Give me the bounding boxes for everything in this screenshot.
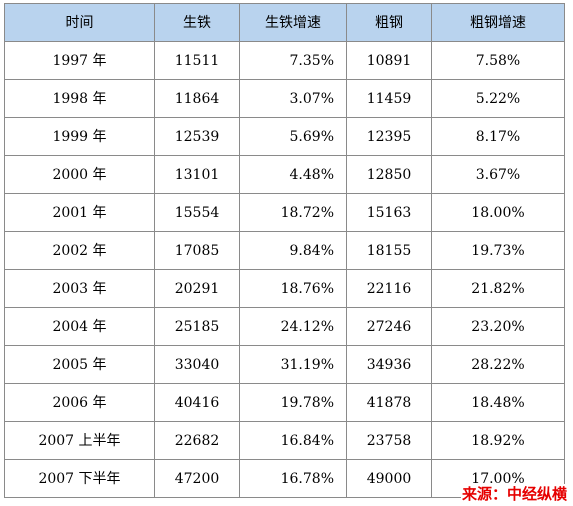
cell-iron-growth: 3.07% <box>239 79 347 118</box>
table-row: 2007 下半年 47200 16.78% 49000 17.00% <box>4 459 565 498</box>
cell-iron: 11864 <box>154 79 240 118</box>
cell-iron: 11511 <box>154 41 240 80</box>
table-row: 2000 年 13101 4.48% 12850 3.67% <box>4 155 565 194</box>
cell-iron-growth: 31.19% <box>239 345 347 384</box>
table-row: 2006 年 40416 19.78% 41878 18.48% <box>4 383 565 422</box>
cell-iron-growth: 4.48% <box>239 155 347 194</box>
table-header-row: 时间 生铁 生铁增速 粗钢 粗钢增速 <box>4 3 565 42</box>
cell-iron: 20291 <box>154 269 240 308</box>
table-row: 2007 上半年 22682 16.84% 23758 18.92% <box>4 421 565 460</box>
header-steel: 粗钢 <box>346 3 432 42</box>
header-iron-growth: 生铁增速 <box>239 3 347 42</box>
cell-time: 2005 年 <box>4 345 155 384</box>
cell-time: 2001 年 <box>4 193 155 232</box>
cell-iron: 12539 <box>154 117 240 156</box>
cell-steel-growth: 7.58% <box>431 41 565 80</box>
cell-steel-growth: 18.00% <box>431 193 565 232</box>
cell-iron-growth: 16.84% <box>239 421 347 460</box>
table-body: 1997 年 11511 7.35% 10891 7.58% 1998 年 11864 3.0… <box>4 41 565 498</box>
source-note: 来源：中经纵横 <box>460 484 568 504</box>
cell-steel-growth: 28.22% <box>431 345 565 384</box>
cell-time: 2000 年 <box>4 155 155 194</box>
cell-steel-growth: 23.20% <box>431 307 565 346</box>
cell-time: 2006 年 <box>4 383 155 422</box>
cell-iron: 40416 <box>154 383 240 422</box>
cell-steel: 27246 <box>346 307 432 346</box>
cell-iron-growth: 24.12% <box>239 307 347 346</box>
table-row: 1997 年 11511 7.35% 10891 7.58% <box>4 41 565 80</box>
cell-steel-growth: 18.92% <box>431 421 565 460</box>
cell-steel: 23758 <box>346 421 432 460</box>
cell-steel-growth: 18.48% <box>431 383 565 422</box>
cell-iron: 22682 <box>154 421 240 460</box>
cell-iron: 47200 <box>154 459 240 498</box>
table-row: 2005 年 33040 31.19% 34936 28.22% <box>4 345 565 384</box>
table-row: 1999 年 12539 5.69% 12395 8.17% <box>4 117 565 156</box>
cell-steel: 22116 <box>346 269 432 308</box>
cell-steel-growth: 5.22% <box>431 79 565 118</box>
cell-steel: 11459 <box>346 79 432 118</box>
cell-time: 1999 年 <box>4 117 155 156</box>
header-steel-growth: 粗钢增速 <box>431 3 565 42</box>
cell-steel-growth: 8.17% <box>431 117 565 156</box>
cell-steel: 12850 <box>346 155 432 194</box>
cell-iron-growth: 5.69% <box>239 117 347 156</box>
cell-time: 1998 年 <box>4 79 155 118</box>
cell-iron: 33040 <box>154 345 240 384</box>
cell-time: 2003 年 <box>4 269 155 308</box>
cell-steel-growth: 21.82% <box>431 269 565 308</box>
cell-iron: 25185 <box>154 307 240 346</box>
table-row: 2001 年 15554 18.72% 15163 18.00% <box>4 193 565 232</box>
cell-iron-growth: 16.78% <box>239 459 347 498</box>
cell-iron: 17085 <box>154 231 240 270</box>
header-time: 时间 <box>4 3 155 42</box>
cell-steel-growth: 19.73% <box>431 231 565 270</box>
header-iron: 生铁 <box>154 3 240 42</box>
cell-steel: 10891 <box>346 41 432 80</box>
cell-steel: 15163 <box>346 193 432 232</box>
cell-time: 1997 年 <box>4 41 155 80</box>
table-row: 1998 年 11864 3.07% 11459 5.22% <box>4 79 565 118</box>
cell-iron-growth: 9.84% <box>239 231 347 270</box>
cell-time: 2007 上半年 <box>4 421 155 460</box>
table-row: 2003 年 20291 18.76% 22116 21.82% <box>4 269 565 308</box>
cell-steel: 18155 <box>346 231 432 270</box>
cell-iron: 15554 <box>154 193 240 232</box>
cell-steel: 34936 <box>346 345 432 384</box>
table-row: 2002 年 17085 9.84% 18155 19.73% <box>4 231 565 270</box>
cell-time: 2002 年 <box>4 231 155 270</box>
cell-time: 2004 年 <box>4 307 155 346</box>
cell-iron-growth: 19.78% <box>239 383 347 422</box>
cell-iron-growth: 7.35% <box>239 41 347 80</box>
cell-steel: 49000 <box>346 459 432 498</box>
cell-iron-growth: 18.76% <box>239 269 347 308</box>
cell-time: 2007 下半年 <box>4 459 155 498</box>
cell-iron-growth: 18.72% <box>239 193 347 232</box>
cell-steel: 41878 <box>346 383 432 422</box>
cell-steel-growth: 3.67% <box>431 155 565 194</box>
iron-steel-table: 时间 生铁 生铁增速 粗钢 粗钢增速 1997 年 11511 7.35% 10891… <box>4 3 565 498</box>
cell-steel: 12395 <box>346 117 432 156</box>
table-row: 2004 年 25185 24.12% 27246 23.20% <box>4 307 565 346</box>
cell-iron: 13101 <box>154 155 240 194</box>
